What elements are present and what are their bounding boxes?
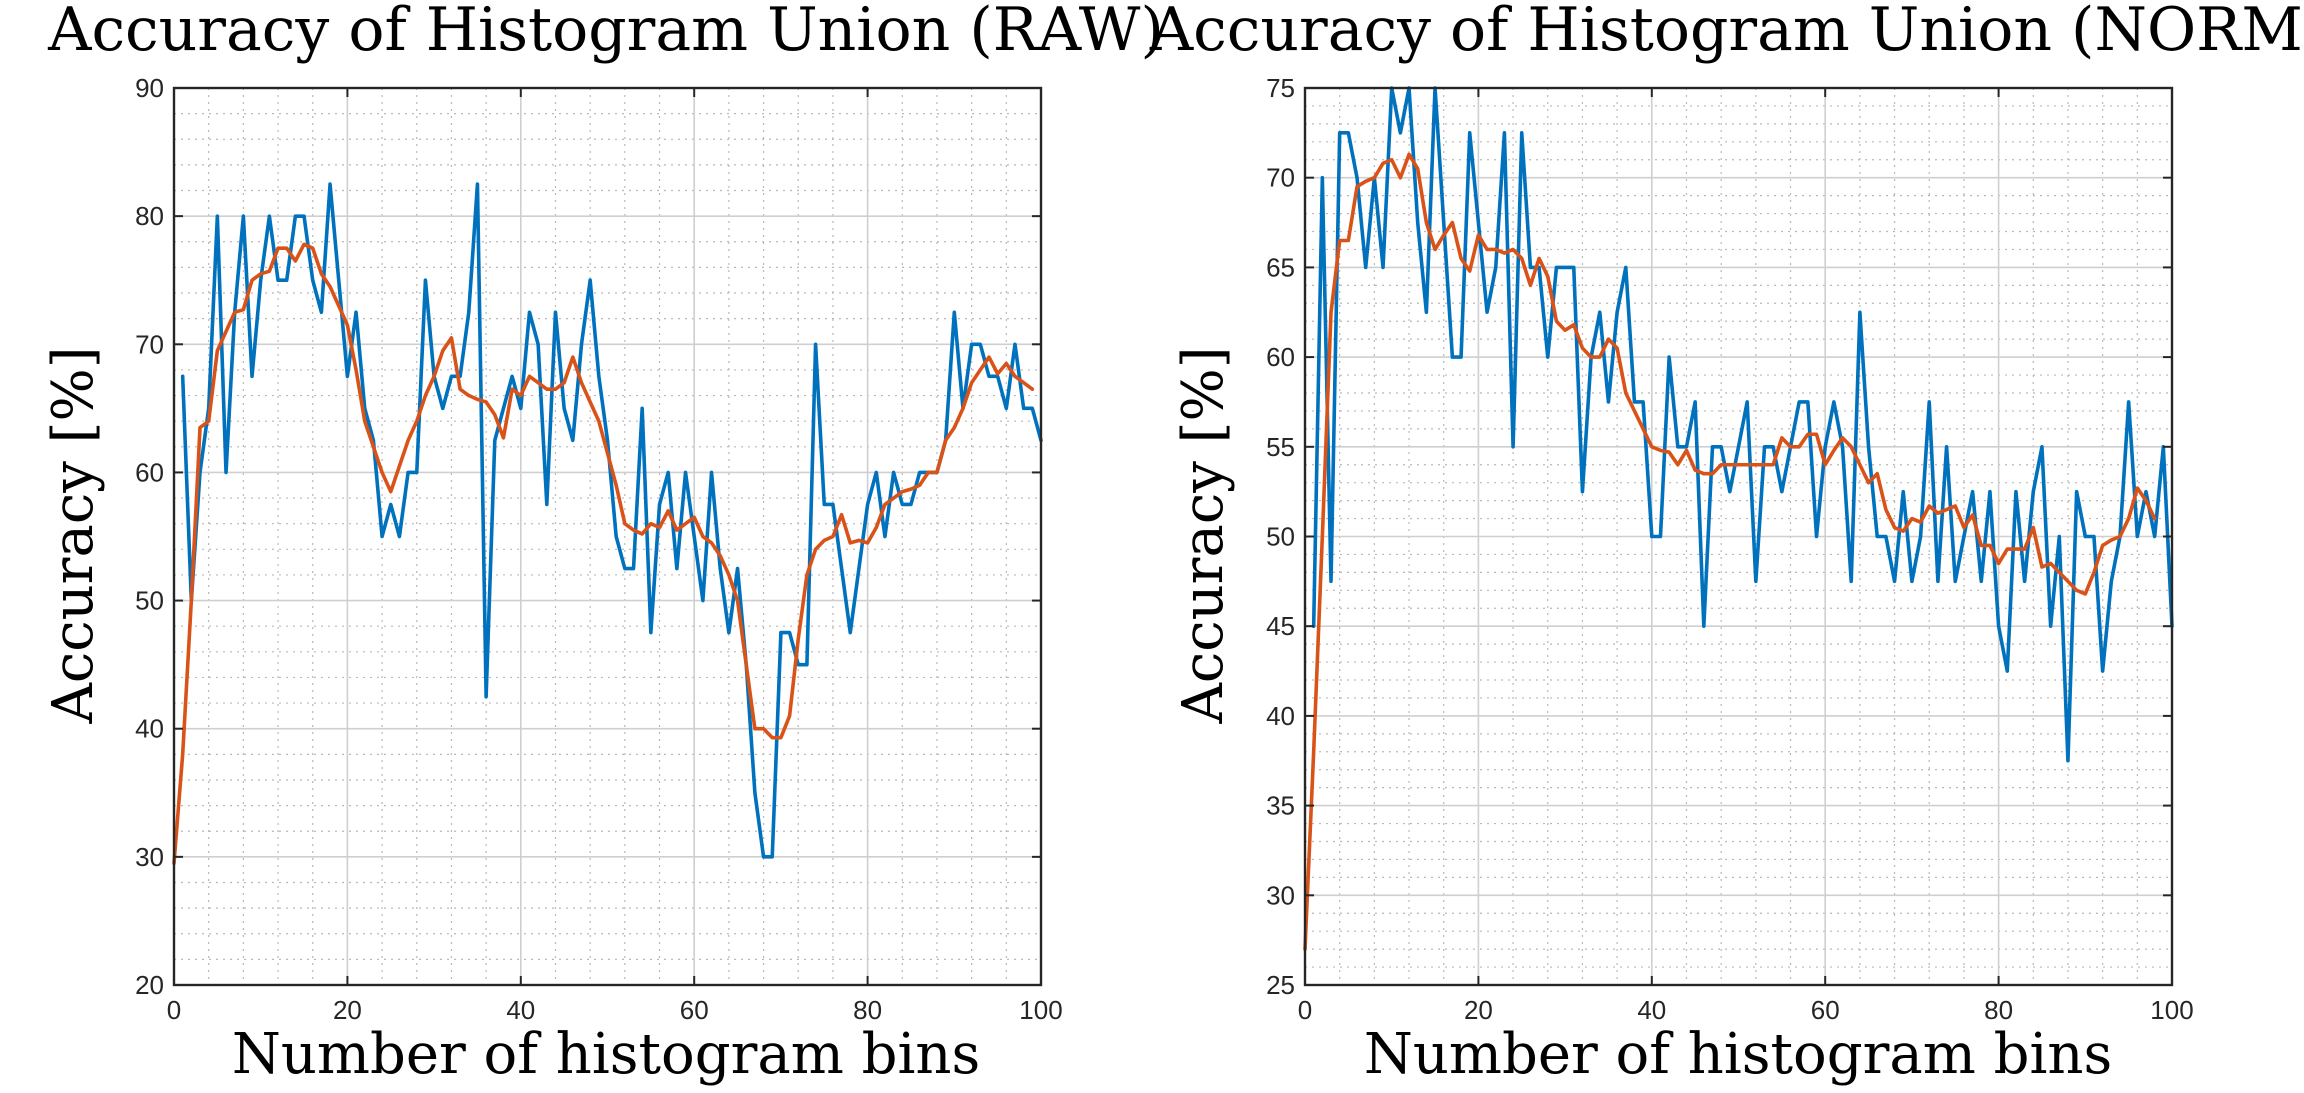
chart-norm: 0 20 40 60 80 100 25 30 35 40 45 50 55 60 65 70 75 Accur… — [1149, 0, 2304, 1087]
series-line-smoothed-accuracy — [172, 242, 1035, 866]
x-axis-label: Number of histogram bins — [1364, 1022, 2112, 1087]
x-tick-label: 60 — [680, 995, 709, 1025]
chart-title: Accuracy of Histogram Union (NORM) — [1149, 0, 2304, 65]
x-tick-label: 40 — [506, 995, 535, 1025]
x-tick-label: 0 — [1298, 995, 1312, 1025]
y-tick-label: 75 — [1266, 73, 1295, 103]
x-tick-label: 0 — [167, 995, 181, 1025]
series-line-raw-accuracy — [180, 182, 1043, 859]
y-tick-label: 25 — [1266, 970, 1295, 1000]
y-tick-label: 35 — [1266, 791, 1295, 821]
y-tick-label: 90 — [135, 73, 164, 103]
x-tick-label: 60 — [1811, 995, 1840, 1025]
y-tick-label: 70 — [1266, 163, 1295, 193]
x-tick-label: 20 — [333, 995, 362, 1025]
y-tick-label: 50 — [135, 586, 164, 616]
y-axis-label: Accuracy [%] — [1171, 346, 1236, 724]
y-tick-label: 30 — [135, 842, 164, 872]
x-tick-label: 80 — [853, 995, 882, 1025]
y-tick-label: 60 — [135, 457, 164, 487]
y-tick-label: 30 — [1266, 880, 1295, 910]
y-tick-label: 80 — [135, 201, 164, 231]
y-tick-label: 70 — [135, 329, 164, 359]
y-axis-label: Accuracy [%] — [41, 346, 106, 724]
y-tick-label: 50 — [1266, 522, 1295, 552]
y-tick-label: 55 — [1266, 432, 1295, 462]
y-tick-label: 40 — [1266, 701, 1295, 731]
y-tick-label: 45 — [1266, 611, 1295, 641]
series-line-smoothed-accuracy — [1303, 152, 2157, 951]
y-tick-label: 40 — [135, 714, 164, 744]
chart-title: Accuracy of Histogram Union (RAW) — [47, 0, 1164, 65]
y-tick-label: 65 — [1266, 252, 1295, 282]
x-tick-label: 100 — [1019, 995, 1062, 1025]
y-tick-label: 60 — [1266, 342, 1295, 372]
x-axis-label: Number of histogram bins — [232, 1022, 980, 1087]
x-tick-label: 100 — [2150, 995, 2193, 1025]
y-tick-label: 20 — [135, 970, 164, 1000]
plot-area-norm: 0 20 40 60 80 100 25 30 35 40 45 50 55 60 65 70 75 — [1266, 73, 2194, 1025]
x-tick-label: 40 — [1637, 995, 1666, 1025]
axes-box — [172, 86, 1043, 987]
x-tick-label: 20 — [1464, 995, 1493, 1025]
x-tick-label: 80 — [1984, 995, 2013, 1025]
